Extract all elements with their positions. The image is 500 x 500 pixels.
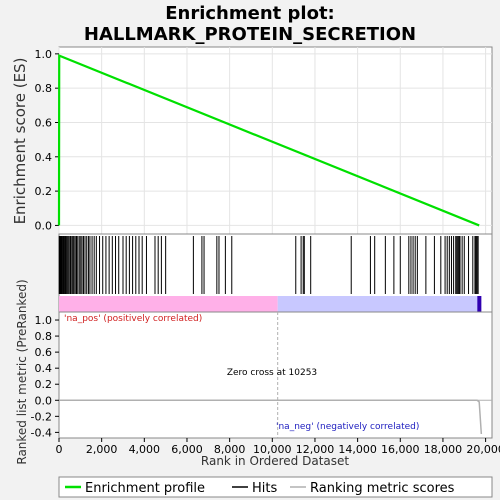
- hits-marks: [58, 236, 479, 294]
- metric-tick-label: -0.4: [31, 426, 52, 439]
- x-tick-label: 8,000: [214, 443, 246, 456]
- legend-box: [58, 476, 493, 498]
- legend-enrichment-profile: Enrichment profile: [85, 481, 205, 496]
- chart-title-line1: Enrichment plot:: [165, 3, 335, 24]
- band-end-marker: [477, 296, 482, 312]
- es-tick-label: 0.6: [35, 116, 53, 129]
- metric-axis-label: Ranked list metric (PreRanked): [15, 279, 29, 464]
- metric-tick-label: 0.0: [35, 394, 53, 407]
- rank-color-band: [59, 296, 482, 312]
- metric-tick-label: 0.4: [35, 362, 53, 375]
- x-tick-label: 18,000: [424, 443, 463, 456]
- es-tick-label: 0.0: [35, 219, 53, 232]
- legend-hits: Hits: [252, 481, 277, 496]
- x-tick-label: 12,000: [296, 443, 335, 456]
- es-axis-label: Enrichment score (ES): [11, 58, 29, 225]
- metric-tick-label: 0.6: [35, 346, 53, 359]
- pos-correlated-label: 'na_pos' (positively correlated): [64, 314, 202, 324]
- metric-plot-area: [58, 311, 493, 439]
- x-tick-label: 2,000: [86, 443, 118, 456]
- x-tick-label: 6,000: [171, 443, 203, 456]
- metric-axis-ticks: -0.4 -0.2 0.0 0.2 0.4 0.6 0.8 1.0: [31, 314, 59, 439]
- x-tick-label: 16,000: [381, 443, 420, 456]
- legend: Enrichment profile Hits Ranking metric s…: [58, 476, 493, 498]
- es-tick-label: 0.8: [35, 82, 53, 95]
- es-tick-label: 0.2: [35, 185, 53, 198]
- metric-tick-label: -0.2: [31, 410, 52, 423]
- metric-tick-label: 0.8: [35, 330, 53, 343]
- x-tick-label: 0: [56, 443, 63, 456]
- neg-band: [277, 296, 482, 312]
- es-tick-label: 1.0: [35, 48, 53, 61]
- es-axis-ticks: 0.0 0.2 0.4 0.6 0.8 1.0: [35, 48, 59, 232]
- chart-title-line2: HALLMARK_PROTEIN_SECRETION: [84, 24, 416, 45]
- zero-cross-label: Zero cross at 10253: [227, 368, 317, 378]
- x-axis-label: Rank in Ordered Dataset: [201, 454, 349, 468]
- es-gridlines: [58, 47, 492, 234]
- x-tick-label: 4,000: [129, 443, 161, 456]
- neg-correlated-label: 'na_neg' (negatively correlated): [276, 422, 419, 432]
- legend-ranking-metric-scores: Ranking metric scores: [310, 481, 455, 496]
- pos-band: [59, 296, 278, 312]
- x-axis-ticks: 0 2,000 4,000 6,000 8,000 10,000 12,000 14,000 1…: [56, 438, 500, 456]
- x-tick-label: 10,000: [253, 443, 292, 456]
- metric-tick-label: 1.0: [35, 314, 53, 327]
- enrichment-profile-line: [57, 53, 480, 227]
- es-plot-area: [58, 46, 493, 235]
- x-tick-label: 20,000: [466, 443, 500, 456]
- metric-tick-label: 0.2: [35, 378, 53, 391]
- es-tick-label: 0.4: [35, 151, 53, 164]
- x-tick-label: 14,000: [338, 443, 377, 456]
